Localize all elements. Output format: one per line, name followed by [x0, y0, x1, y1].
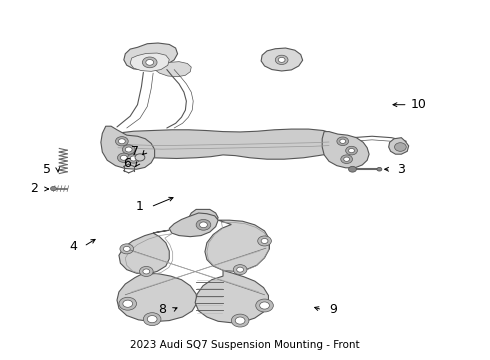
Circle shape [278, 57, 285, 62]
Circle shape [233, 265, 247, 275]
Circle shape [258, 236, 271, 246]
Polygon shape [124, 43, 177, 70]
Circle shape [231, 314, 249, 327]
Polygon shape [130, 53, 169, 71]
Circle shape [196, 220, 211, 230]
Circle shape [237, 267, 244, 272]
Circle shape [377, 167, 382, 171]
Text: 6: 6 [123, 157, 131, 170]
Circle shape [348, 166, 356, 172]
Circle shape [275, 55, 288, 64]
Polygon shape [205, 220, 270, 271]
Circle shape [118, 153, 130, 162]
Polygon shape [101, 126, 155, 169]
Circle shape [337, 137, 348, 145]
Circle shape [123, 246, 130, 251]
Circle shape [341, 155, 352, 163]
Circle shape [394, 143, 406, 151]
Circle shape [144, 313, 161, 325]
Text: 1: 1 [136, 201, 144, 213]
Circle shape [143, 269, 150, 274]
Polygon shape [189, 210, 218, 227]
Circle shape [235, 317, 245, 324]
Polygon shape [114, 129, 333, 159]
Circle shape [260, 302, 270, 309]
Circle shape [121, 155, 127, 160]
Circle shape [343, 157, 349, 161]
Circle shape [340, 139, 345, 143]
Circle shape [120, 244, 134, 254]
Polygon shape [261, 48, 303, 71]
Text: 7: 7 [131, 145, 139, 158]
Polygon shape [155, 62, 191, 77]
Circle shape [256, 299, 273, 312]
Circle shape [146, 59, 154, 65]
Circle shape [261, 238, 268, 243]
Circle shape [127, 154, 140, 163]
Circle shape [119, 139, 125, 144]
Text: 8: 8 [158, 303, 166, 316]
Text: 5: 5 [43, 163, 51, 176]
Circle shape [140, 266, 153, 276]
Circle shape [119, 297, 137, 310]
Text: 9: 9 [329, 303, 337, 316]
Circle shape [122, 145, 135, 154]
Text: 4: 4 [69, 240, 77, 253]
Polygon shape [169, 213, 218, 237]
Text: 2: 2 [30, 183, 38, 195]
Polygon shape [322, 132, 369, 168]
Circle shape [143, 57, 157, 68]
Circle shape [50, 186, 56, 191]
Circle shape [199, 222, 207, 228]
Text: 3: 3 [397, 163, 405, 176]
Circle shape [135, 154, 145, 161]
Circle shape [348, 148, 354, 153]
Polygon shape [117, 273, 197, 321]
Text: 2023 Audi SQ7 Suspension Mounting - Front: 2023 Audi SQ7 Suspension Mounting - Fron… [130, 340, 360, 350]
Circle shape [125, 147, 132, 152]
Circle shape [123, 300, 133, 307]
Circle shape [345, 146, 357, 155]
Circle shape [130, 156, 137, 161]
Polygon shape [119, 230, 169, 274]
Polygon shape [195, 270, 269, 323]
Circle shape [116, 136, 128, 146]
Circle shape [147, 316, 157, 323]
Polygon shape [389, 138, 409, 154]
Text: 10: 10 [411, 98, 426, 111]
